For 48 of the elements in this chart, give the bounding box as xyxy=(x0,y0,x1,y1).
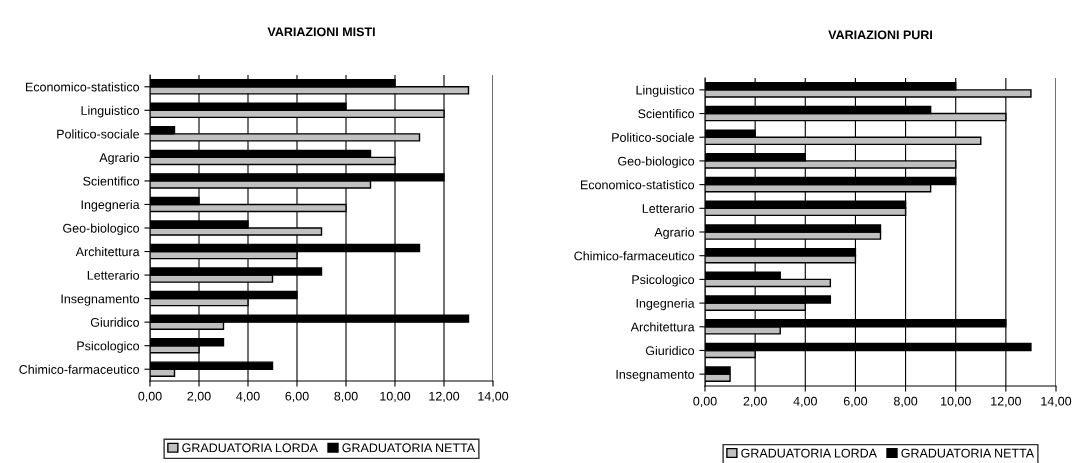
x-tick-label: 6,00 xyxy=(285,391,309,403)
y-tick-label: Scientifico xyxy=(83,176,140,186)
chart-title: VARIAZIONI MISTI xyxy=(267,27,375,37)
y-tick-label: Linguistico xyxy=(81,105,140,118)
y-tick-label: Architettura xyxy=(75,247,140,257)
y-tick-label: Scientifico xyxy=(638,109,695,119)
y-tick-label: Psicologico xyxy=(632,274,695,287)
x-tick-label: 14,00 xyxy=(478,391,509,403)
y-tick-label: Giuridico xyxy=(645,345,695,356)
legend-label: GRADUATORIA NETTA xyxy=(901,448,1035,458)
x-tick-label: 0,00 xyxy=(138,391,162,403)
y-tick-label: Chimico-farmaceutico xyxy=(574,251,695,261)
y-tick-label: Insegnamento xyxy=(616,370,695,382)
y-tick-label: Economico-statistico xyxy=(580,180,695,190)
y-tick-label: Letterario xyxy=(87,270,140,280)
x-tick-label: 12,00 xyxy=(991,396,1022,408)
y-tick-label: Agrario xyxy=(99,152,140,165)
y-tick-label: Ingegneria xyxy=(636,298,695,311)
y-tick-label: Politico-sociale xyxy=(57,129,140,139)
x-tick-label: 0,00 xyxy=(693,396,717,408)
y-tick-label: Architettura xyxy=(630,322,695,332)
y-tick-label: Linguistico xyxy=(636,85,695,97)
y-tick-label: Economico-statistico xyxy=(25,82,140,92)
legend-label: GRADUATORIA LORDA xyxy=(741,448,877,458)
legend-label: GRADUATORIA NETTA xyxy=(342,443,476,453)
x-tick-label: 4,00 xyxy=(236,391,260,403)
y-tick-label: Insegnamento xyxy=(61,294,140,306)
x-tick-label: 12,00 xyxy=(429,391,460,403)
y-tick-label: Geo-biologico xyxy=(618,156,695,169)
x-tick-label: 14,00 xyxy=(1041,396,1072,408)
y-tick-label: Giuridico xyxy=(90,317,140,327)
legend-label: GRADUATORIA LORDA xyxy=(182,443,318,453)
x-tick-label: 4,00 xyxy=(793,396,817,408)
y-tick-label: Geo-biologico xyxy=(63,223,140,236)
x-tick-label: 10,00 xyxy=(941,396,971,408)
y-tick-label: Ingegneria xyxy=(81,199,140,212)
x-tick-label: 8,00 xyxy=(334,391,358,403)
y-tick-label: Chimico-farmaceutico xyxy=(19,364,140,374)
y-tick-label: Agrario xyxy=(654,227,695,240)
chart-title: VARIAZIONI PURI xyxy=(828,30,932,40)
x-tick-label: 2,00 xyxy=(743,396,767,408)
y-tick-label: Politico-sociale xyxy=(612,132,695,142)
x-tick-label: 10,00 xyxy=(380,391,411,403)
x-tick-label: 8,00 xyxy=(893,396,918,408)
y-tick-label: Letterario xyxy=(642,203,695,213)
x-tick-label: 2,00 xyxy=(187,391,211,403)
y-tick-label: Psicologico xyxy=(77,341,140,353)
x-tick-label: 6,00 xyxy=(843,396,868,408)
